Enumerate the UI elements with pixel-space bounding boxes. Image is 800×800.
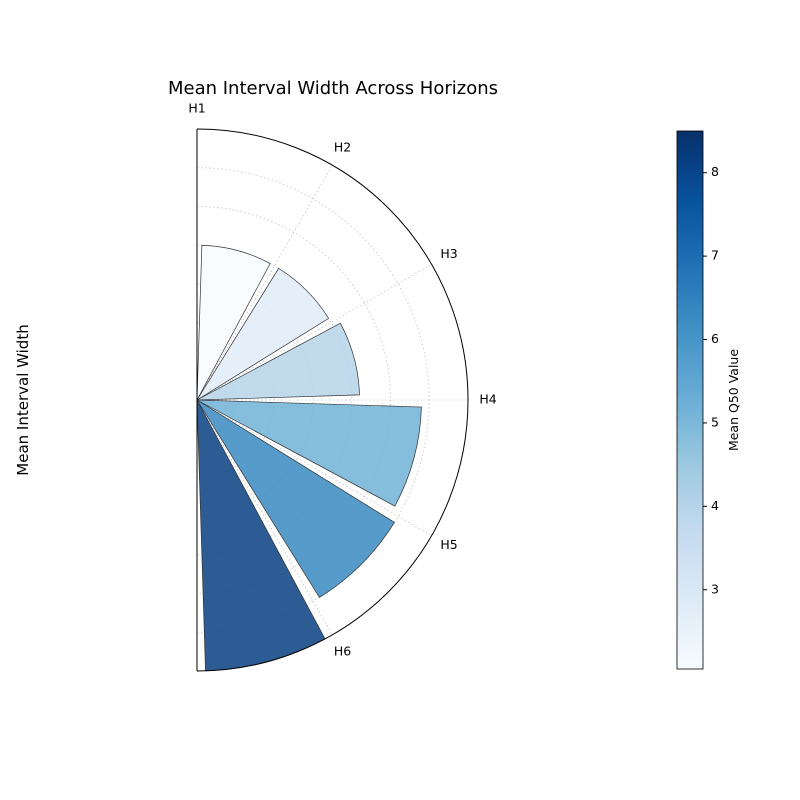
angular-gridline [196,264,432,401]
bar-h2 [196,267,330,401]
colorbar-label: Mean Q50 Value [726,349,741,451]
angular-gridline [196,399,333,635]
polar-plot: H1 H2 H3 H4 H5 H6 [188,101,497,672]
bar-h5 [196,399,395,598]
colorbar-tick-label: 7 [711,248,719,263]
colorbar-tick-label: 3 [711,581,719,596]
angular-tick-label: H1 [188,101,205,116]
bar-h1 [196,244,271,401]
colorbar-tick-label: 5 [711,414,719,429]
polar-outer-arc [196,128,469,672]
y-axis-label: Mean Interval Width [14,324,32,475]
angular-gridline [196,165,333,401]
angular-tick-label: H5 [440,537,457,552]
colorbar-tick-label: 4 [711,498,719,513]
bar-h3 [196,322,360,401]
chart-title: Mean Interval Width Across Horizons [168,78,498,99]
bar-h4 [196,399,422,507]
angular-gridline [196,399,432,536]
angular-tick-label: H3 [440,246,457,261]
colorbar-ticks: 3 4 5 6 7 8 [703,164,719,596]
angular-tick-label: H2 [334,139,351,154]
colorbar-tick-label: 8 [711,164,719,179]
colorbar [676,130,704,670]
angular-tick-label: H4 [479,392,496,407]
colorbar-tick-label: 6 [711,331,719,346]
angular-tick-label: H6 [334,644,351,659]
